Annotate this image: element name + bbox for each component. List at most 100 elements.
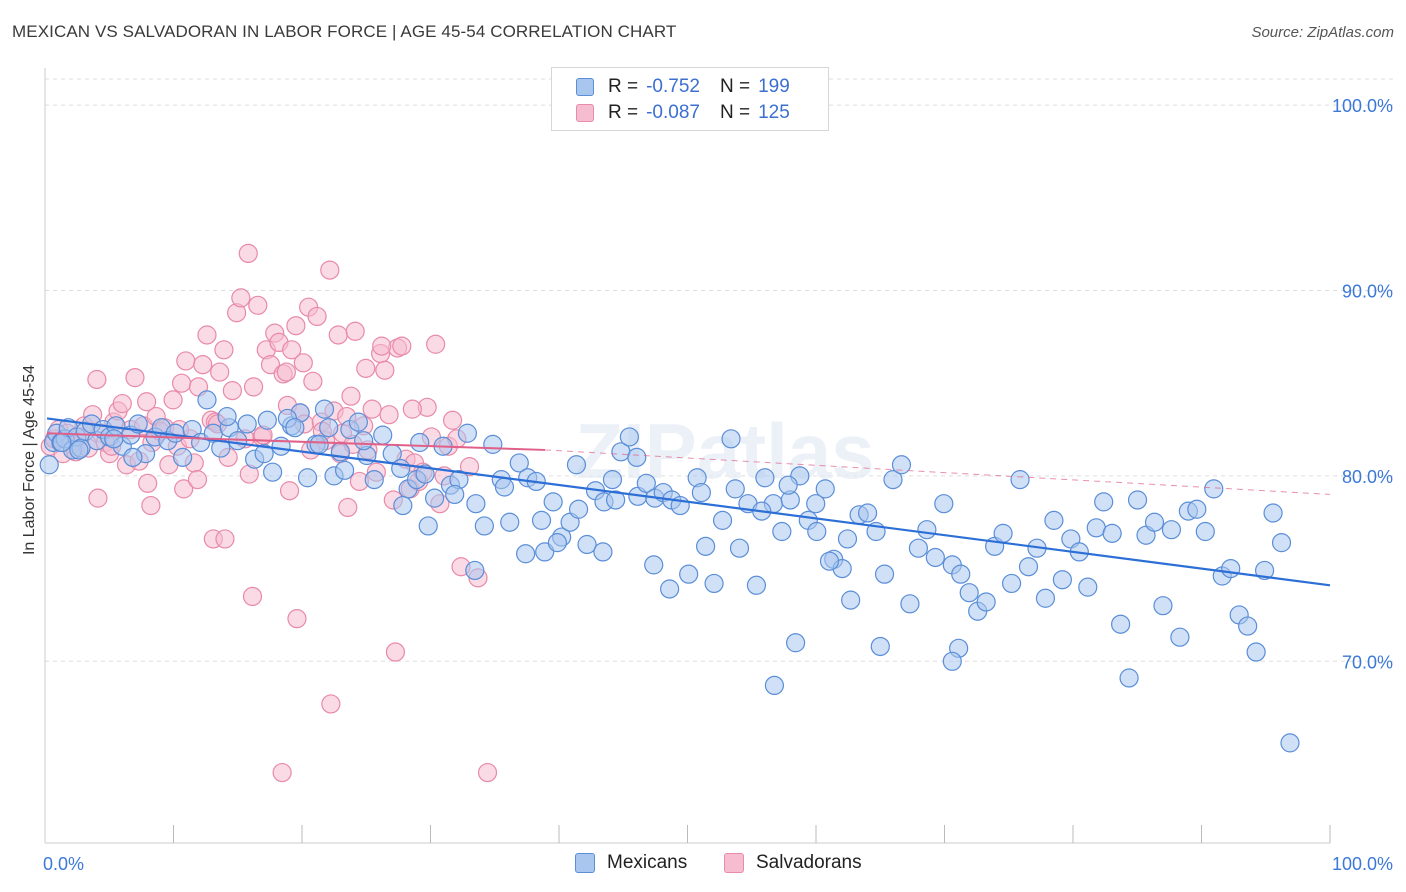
mexican-point [704, 573, 724, 594]
mexican-point [857, 503, 878, 523]
correlation-legend: R = -0.752 N = 199 R = -0.087 N = 125 [551, 67, 829, 131]
mexican-point [457, 423, 478, 443]
mexican-point [959, 583, 979, 603]
mexican-point [807, 521, 827, 542]
mexican-point [516, 544, 536, 564]
legend-r-value: -0.087 [646, 102, 700, 123]
legend-swatch-mexicans [575, 853, 595, 873]
mexican-point [237, 414, 257, 434]
tick-labels: 70.0% 80.0% 90.0% 100.0% 0.0% 100.0% [43, 96, 1393, 874]
mexican-point [52, 432, 72, 453]
mexican-point [841, 590, 861, 610]
mexican-point [1111, 614, 1131, 634]
mexican-point [1018, 557, 1039, 577]
mexican-point [410, 432, 430, 453]
mexicans-trend-line [46, 417, 1331, 587]
mexican-point [123, 447, 143, 467]
chart-source: Source: ZipAtlas.com [1251, 24, 1394, 41]
mexican-point [1010, 470, 1030, 490]
salvadoran-point [238, 243, 258, 264]
salvadoran-point [307, 306, 327, 327]
mexican-point [393, 495, 413, 516]
mexican-point [263, 462, 283, 482]
mexican-point [1221, 558, 1241, 579]
mexican-point [354, 431, 374, 451]
salvadoran-point [137, 392, 157, 412]
mexican-point [1195, 521, 1215, 542]
mexican-point [391, 458, 411, 479]
salvadoran-point [88, 488, 108, 508]
mexican-point [1280, 733, 1300, 753]
salvadoran-point [392, 336, 412, 356]
salvadoran-point [459, 457, 480, 477]
series-legend: Mexicans Salvadorans [0, 852, 1406, 876]
mexican-point [1144, 512, 1165, 532]
salvadoran-point [402, 399, 422, 419]
salvadoran-point [87, 369, 107, 390]
salvadoran-point [321, 694, 341, 714]
mexican-point [870, 636, 890, 657]
salvadoran-point [286, 316, 306, 336]
mexican-point [976, 592, 996, 612]
mexican-point [815, 479, 835, 499]
legend-n-value: 125 [758, 102, 790, 123]
salvadoran-point [242, 586, 263, 607]
mexican-point [1170, 627, 1190, 647]
mexican-point [721, 429, 741, 449]
salvadoran-point [243, 377, 264, 397]
mexican-point [577, 534, 597, 555]
mexican-point [1238, 616, 1258, 636]
mexican-point [1052, 570, 1072, 590]
salvadoran-point [112, 393, 132, 414]
mexican-point [309, 434, 329, 454]
mexican-point [1204, 479, 1224, 499]
mexican-point [606, 490, 626, 510]
salvadoran-point [341, 386, 361, 406]
x-tick-label: 0.0% [43, 854, 84, 874]
salvadoran-point [197, 325, 217, 345]
legend-swatch-salvadorans [724, 853, 744, 873]
mexican-point [679, 564, 699, 584]
mexican-point [636, 473, 656, 493]
salvadoran-point [171, 373, 192, 393]
salvadoran-point [379, 405, 399, 425]
chart-title: MEXICAN VS SALVADORAN IN LABOR FORCE | A… [12, 22, 677, 41]
mexican-point [891, 455, 912, 475]
mexican-point [297, 468, 318, 488]
salvadoran-point [174, 479, 194, 499]
legend-item-mexicans: Mexicans [575, 852, 687, 874]
salvadoran-point [279, 481, 300, 501]
mexican-point [424, 488, 445, 508]
mexican-point [1094, 492, 1114, 512]
salvadoran-point [426, 334, 446, 354]
salvadorans-trend-line [46, 432, 546, 451]
legend-n-value: 199 [758, 76, 790, 97]
mexican-point [1153, 596, 1173, 616]
mexican-point [1271, 533, 1292, 553]
mexican-point [500, 512, 520, 532]
mexicans-points [39, 390, 1300, 753]
mexican-point [348, 412, 368, 432]
mexican-point [418, 516, 438, 536]
mexican-point [602, 470, 623, 490]
mexican-point [644, 555, 664, 575]
legend-row-mexicans: R = -0.752 N = 199 [576, 75, 790, 99]
mexican-point [483, 434, 503, 454]
mexican-point [173, 447, 193, 467]
salvadoran-point [187, 470, 208, 490]
salvadoran-point [248, 295, 268, 315]
mexican-point [729, 538, 750, 558]
mexican-point [785, 633, 806, 653]
salvadoran-point [477, 762, 498, 783]
mexican-point [691, 482, 711, 503]
mexican-point [373, 425, 393, 445]
salvadoran-point [276, 362, 296, 382]
mexican-point [415, 464, 435, 484]
salvadoran-point [163, 390, 183, 410]
salvadoran-point [293, 353, 313, 373]
salvadoran-point [372, 336, 392, 356]
mexican-point [217, 406, 237, 427]
mexican-point [755, 468, 775, 488]
mexican-point [566, 455, 587, 475]
